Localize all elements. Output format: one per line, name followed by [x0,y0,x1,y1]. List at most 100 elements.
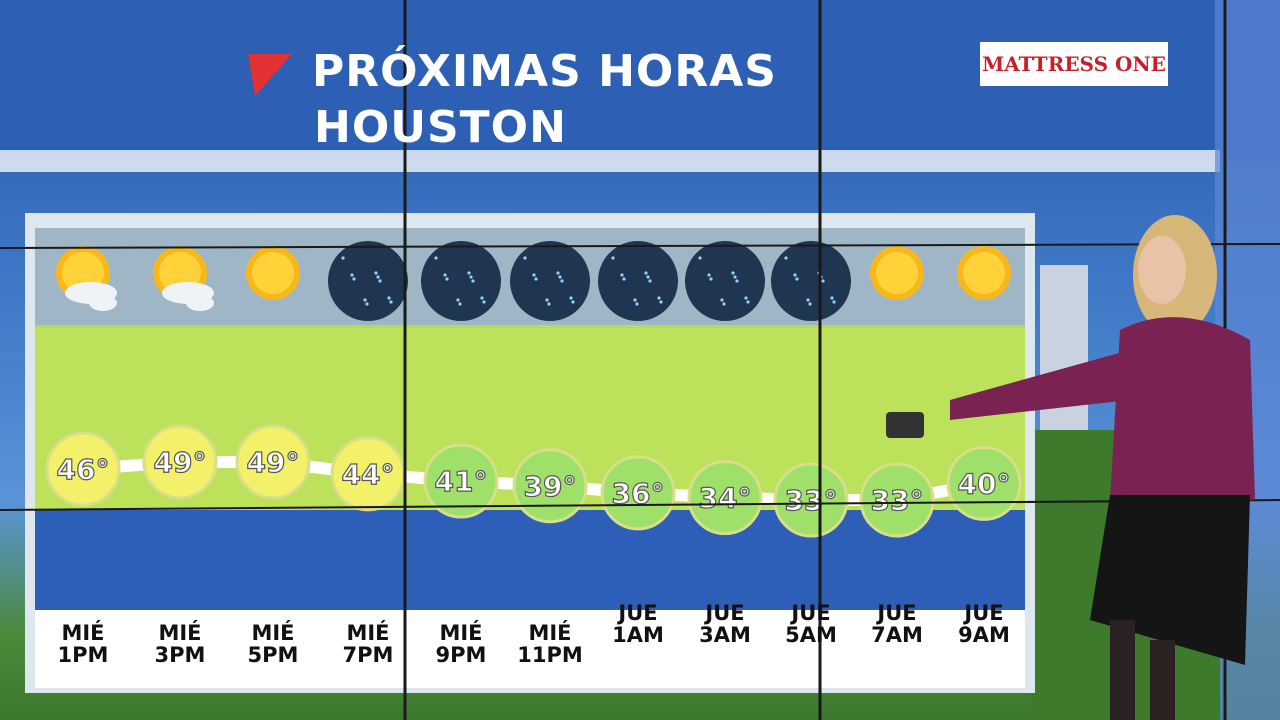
star [784,256,788,260]
time-label: MIÉ 7PM [342,621,394,667]
label-strip [35,610,1025,688]
temperature-bubble [600,455,676,531]
star [832,300,836,304]
star [611,256,615,260]
temperature-bubble [142,424,218,500]
star [341,256,345,260]
sponsor: MATTRESS ONE [982,52,1166,76]
temperature-bubble [45,431,121,507]
time-label: MIÉ 9PM [435,621,487,667]
star [733,275,737,279]
cloud-icon [89,295,117,311]
star [644,271,648,275]
night-icon [685,241,765,321]
star [746,300,750,304]
star [722,302,726,306]
star [571,300,575,304]
star [443,273,447,277]
star [352,277,356,281]
star [376,275,380,279]
temperature-label: 46° [57,453,110,486]
star [547,302,551,306]
temperature-bubble [423,443,499,519]
star [793,273,797,277]
star [387,296,391,300]
screen-seam [0,499,1280,511]
presenter [886,215,1255,720]
temperature-bubble [859,462,935,538]
star [620,273,624,277]
time-label: JUE 5AM [785,601,837,647]
time-label: JUE 3AM [699,601,751,647]
star [458,302,462,306]
star [532,273,536,277]
star [350,273,354,277]
star [523,256,527,260]
time-label: MIÉ 11PM [517,621,583,667]
star [633,298,637,302]
star [648,279,652,283]
star [806,298,810,302]
blue-band [35,510,1025,610]
star [735,279,739,283]
temperature-label: 33° [871,484,924,517]
night-icon [328,241,408,321]
temperature-label: 44° [342,458,395,491]
temperature-label: 33° [785,484,838,517]
sun-icon [876,252,918,294]
time-label: JUE 1AM [612,601,664,647]
star [830,296,834,300]
sun-icon [963,252,1005,294]
cloud-icon [186,295,214,311]
star [456,298,460,302]
star [635,302,639,306]
star [821,279,825,283]
temperature-bubble [235,424,311,500]
time-label: MIÉ 5PM [247,621,299,667]
title: PRÓXIMAS HORAS [312,46,777,97]
temperature-bubble [687,460,763,536]
star [363,298,367,302]
star [378,279,382,283]
star [445,277,449,281]
time-label: MIÉ 1PM [57,621,109,667]
temperature-bubble [512,448,588,524]
star [622,277,626,281]
star [480,296,484,300]
temperature-label: 39° [524,470,577,503]
star [545,298,549,302]
star [709,277,713,281]
time-label: JUE 9AM [958,601,1010,647]
star [434,256,438,260]
star [795,277,799,281]
star [731,271,735,275]
star [482,300,486,304]
subtitle: HOUSTON [314,102,567,153]
star [744,296,748,300]
star [657,296,661,300]
star [556,271,560,275]
night-icon [771,241,851,321]
night-icon [598,241,678,321]
star [365,302,369,306]
night-icon [421,241,501,321]
star [558,275,562,279]
sun-icon [252,252,294,294]
star [471,279,475,283]
star [534,277,538,281]
star [720,298,724,302]
star [707,273,711,277]
star [646,275,650,279]
sponsor-box [980,42,1168,86]
screen-seam [0,243,1280,249]
star [698,256,702,260]
star [467,271,471,275]
star [389,300,393,304]
night-icon [510,241,590,321]
temperature-label: 49° [154,446,207,479]
time-label: MIÉ 3PM [154,621,206,667]
temperature-bubble [773,462,849,538]
temperature-label: 41° [435,465,488,498]
